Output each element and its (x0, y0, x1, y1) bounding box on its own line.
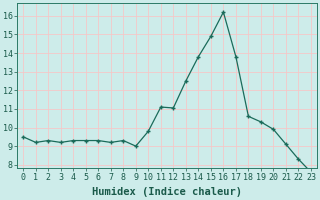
X-axis label: Humidex (Indice chaleur): Humidex (Indice chaleur) (92, 187, 242, 197)
